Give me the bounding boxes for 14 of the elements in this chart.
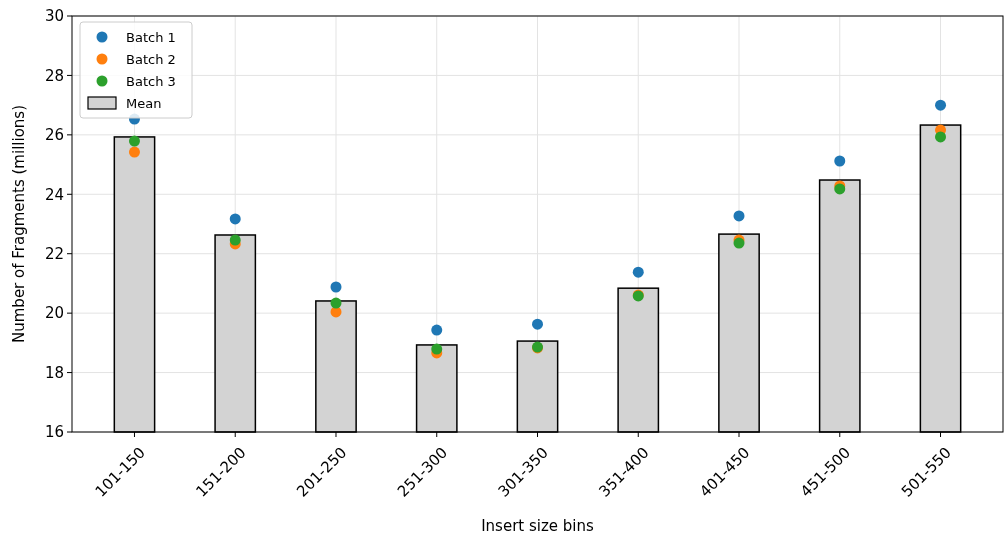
legend-label: Batch 1 xyxy=(126,29,176,45)
y-tick-label: 18 xyxy=(44,363,64,382)
y-axis-title: Number of Fragments (millions) xyxy=(10,105,28,343)
y-tick-label: 20 xyxy=(44,304,64,323)
y-tick-label: 28 xyxy=(44,66,64,85)
legend-label: Batch 2 xyxy=(126,51,176,67)
y-tick-label: 24 xyxy=(44,185,64,204)
legend-label: Mean xyxy=(126,95,162,111)
x-axis-title: Insert size bins xyxy=(481,517,595,535)
y-tick-label: 22 xyxy=(44,244,64,263)
y-tick-label: 26 xyxy=(44,126,64,145)
y-tick-label: 16 xyxy=(44,423,64,442)
legend-label: Batch 3 xyxy=(126,73,176,89)
y-tick-label: 30 xyxy=(44,7,64,26)
